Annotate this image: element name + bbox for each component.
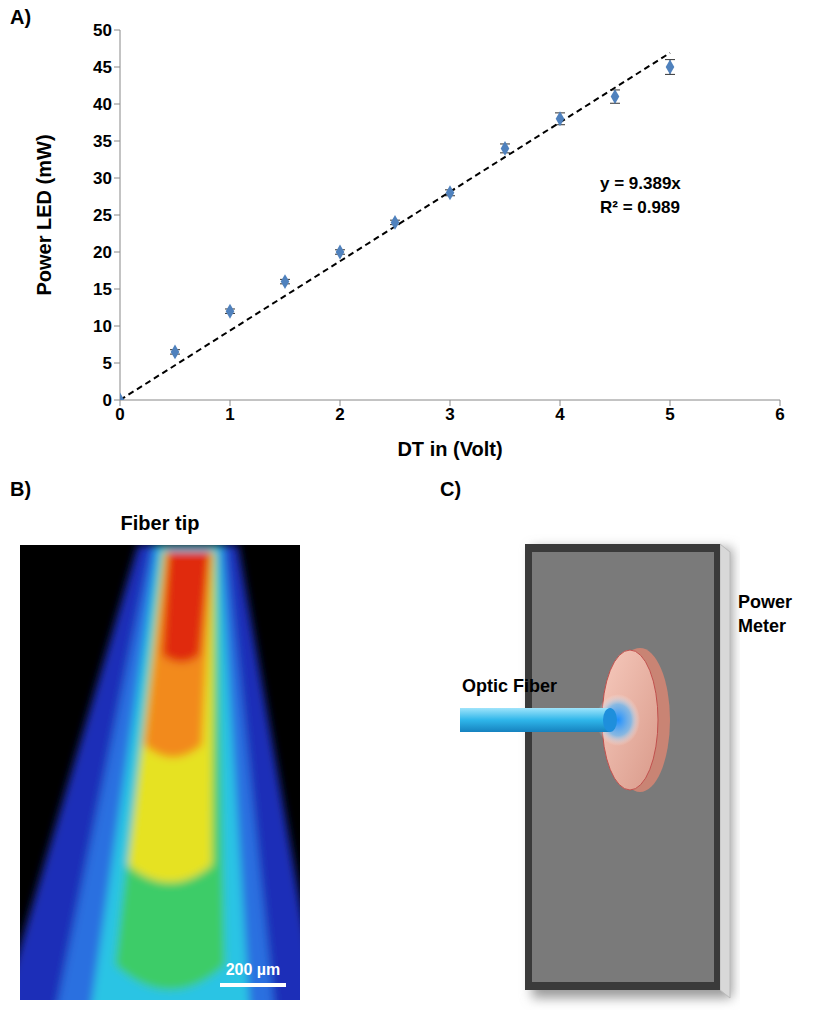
svg-text:Power LED (mW): Power LED (mW): [33, 134, 55, 295]
svg-text:40: 40: [93, 95, 112, 114]
svg-text:30: 30: [93, 169, 112, 188]
html-text:Power Meter: Power Meter: [738, 592, 792, 636]
html-text:R² = 0.989: R² = 0.989: [600, 198, 680, 217]
html-text:B): B): [10, 478, 32, 500]
html-text:C): C): [440, 478, 462, 500]
svg-text:10: 10: [93, 317, 112, 336]
svg-text:25: 25: [93, 206, 112, 225]
html-text:y = 9.389x: y = 9.389x: [600, 174, 681, 193]
svg-text:20: 20: [93, 243, 112, 262]
svg-text:2: 2: [335, 405, 344, 424]
svg-text:5: 5: [103, 354, 112, 373]
svg-text:0: 0: [103, 391, 112, 410]
html-text:Optic Fiber: Optic Fiber: [462, 676, 557, 696]
svg-text:5: 5: [665, 405, 674, 424]
svg-text:1: 1: [225, 405, 234, 424]
svg-text:6: 6: [775, 405, 784, 424]
svg-text:DT in (Volt): DT in (Volt): [397, 438, 502, 460]
html-text:Fiber tip: Fiber tip: [120, 512, 200, 534]
svg-text:15: 15: [93, 280, 112, 299]
svg-text:35: 35: [93, 132, 112, 151]
html-text:A): A): [10, 6, 32, 28]
svg-text:45: 45: [93, 58, 112, 77]
svg-text:50: 50: [93, 21, 112, 40]
svg-text:0: 0: [115, 405, 124, 424]
svg-text:4: 4: [555, 405, 565, 424]
svg-text:200 µm: 200 µm: [226, 961, 281, 978]
svg-text:3: 3: [445, 405, 454, 424]
